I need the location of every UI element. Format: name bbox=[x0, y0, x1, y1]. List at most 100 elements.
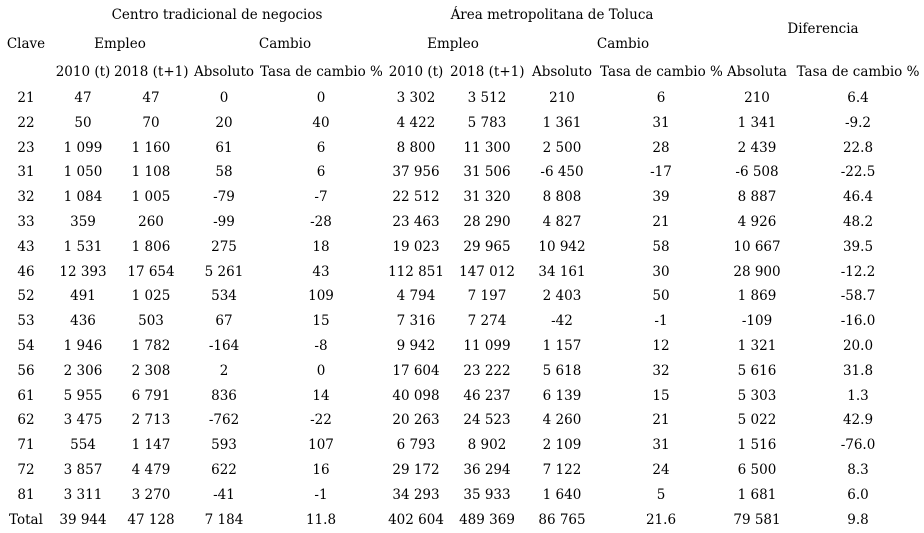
value-cell: 3 857 bbox=[63, 461, 103, 478]
value-cell: 0 bbox=[219, 90, 229, 106]
value-cell: 31 bbox=[652, 437, 670, 454]
column-header-amt-tasa: Tasa de cambio % bbox=[600, 63, 722, 80]
table-row: 61 5 955 6 791 836 14 40 098 46 237 6 139 15 5 30… bbox=[0, 384, 924, 409]
value-cell: 1 782 bbox=[131, 337, 171, 354]
value-cell: 5 303 bbox=[737, 387, 777, 404]
value-cell: 67 bbox=[215, 313, 233, 330]
value-cell: 79 581 bbox=[733, 511, 781, 528]
column-header-amt-absoluto: Absoluto bbox=[531, 63, 592, 80]
value-cell: 46.4 bbox=[842, 189, 874, 206]
value-cell: 112 851 bbox=[388, 263, 444, 280]
value-cell: 47 bbox=[74, 90, 92, 106]
value-cell: 58 bbox=[652, 238, 670, 255]
value-cell: 9.8 bbox=[847, 511, 869, 528]
value-cell: -42 bbox=[551, 313, 573, 330]
value-cell: 11.8 bbox=[305, 511, 337, 528]
clave-cell: 43 bbox=[17, 238, 35, 255]
value-cell: -6 508 bbox=[735, 164, 779, 181]
clave-column-header: Clave bbox=[6, 35, 46, 52]
value-cell: 402 604 bbox=[388, 511, 444, 528]
value-cell: 359 bbox=[70, 213, 96, 230]
value-cell: 61 bbox=[215, 139, 233, 156]
col-group-diferencia: Diferencia bbox=[787, 20, 859, 37]
value-cell: 210 bbox=[744, 90, 770, 106]
value-cell: 8 800 bbox=[396, 139, 436, 156]
value-cell: 2 500 bbox=[542, 139, 582, 156]
col-group-centro-tradicional: Centro tradicional de negocios bbox=[111, 7, 323, 23]
value-cell: 1 157 bbox=[542, 337, 582, 354]
value-cell: 2 308 bbox=[131, 362, 171, 379]
value-cell: 39 944 bbox=[59, 511, 107, 528]
value-cell: 21 bbox=[652, 213, 670, 230]
value-cell: 24 bbox=[652, 461, 670, 478]
value-cell: 2 109 bbox=[542, 437, 582, 454]
column-header-ctn-tasa: Tasa de cambio % bbox=[260, 63, 382, 80]
value-cell: 31.8 bbox=[842, 362, 874, 379]
value-cell: -1 bbox=[654, 313, 668, 330]
value-cell: 28 900 bbox=[733, 263, 781, 280]
value-cell: 31 bbox=[652, 114, 670, 131]
table-row: 43 1 531 1 806 275 18 19 023 29 965 10 942 58 10 … bbox=[0, 235, 924, 260]
value-cell: -164 bbox=[208, 337, 240, 354]
value-cell: 24 523 bbox=[463, 412, 511, 429]
table-row: 31 1 050 1 108 58 6 37 956 31 506 -6 450 -17 -6 5… bbox=[0, 160, 924, 185]
value-cell: 50 bbox=[74, 114, 92, 131]
value-cell: 7 122 bbox=[542, 461, 582, 478]
value-cell: 5 955 bbox=[63, 387, 103, 404]
column-header-ctn-2018: 2018 (t+1) bbox=[114, 63, 188, 80]
value-cell: 48.2 bbox=[842, 213, 874, 230]
clave-cell: 31 bbox=[17, 164, 35, 181]
value-cell: 503 bbox=[138, 313, 164, 330]
value-cell: 58 bbox=[215, 164, 233, 181]
table-row: 46 12 393 17 654 5 261 43 112 851 147 012 34 16… bbox=[0, 260, 924, 285]
value-cell: 7 197 bbox=[467, 288, 507, 305]
value-cell: 40 098 bbox=[392, 387, 440, 404]
table-row: 23 1 099 1 160 61 6 8 800 11 300 2 500 28 2 439 22… bbox=[0, 136, 924, 161]
value-cell: 3 475 bbox=[63, 412, 103, 429]
value-cell: 4 422 bbox=[396, 114, 436, 131]
table-row: 53 436 503 67 15 7 316 7 274 -42 -1 -109 -16.0 bbox=[0, 309, 924, 334]
value-cell: 260 bbox=[138, 213, 164, 230]
value-cell: 2 306 bbox=[63, 362, 103, 379]
value-cell: 1 531 bbox=[63, 238, 103, 255]
value-cell: 107 bbox=[308, 437, 334, 454]
value-cell: 20.0 bbox=[842, 337, 874, 354]
table-body: 21 47 47 0 0 3 302 3 512 210 6 210 6.4 22 50 70 20 40 4 … bbox=[0, 86, 924, 532]
value-cell: 2 713 bbox=[131, 412, 171, 429]
value-cell: -9.2 bbox=[844, 114, 872, 131]
table-row: 54 1 946 1 782 -164 -8 9 942 11 099 1 157 12 1 32… bbox=[0, 334, 924, 359]
value-cell: 4 794 bbox=[396, 288, 436, 305]
value-cell: -79 bbox=[213, 189, 235, 206]
clave-cell: 61 bbox=[17, 387, 35, 404]
value-cell: 0 bbox=[316, 362, 326, 379]
clave-cell: 71 bbox=[17, 437, 35, 454]
value-cell: 1 361 bbox=[542, 114, 582, 131]
value-cell: 1 946 bbox=[63, 337, 103, 354]
clave-cell: 22 bbox=[17, 114, 35, 131]
column-header-amt-2018: 2018 (t+1) bbox=[450, 63, 524, 80]
value-cell: 34 161 bbox=[538, 263, 586, 280]
value-cell: 9 942 bbox=[396, 337, 436, 354]
value-cell: 6 791 bbox=[131, 387, 171, 404]
value-cell: 8 808 bbox=[542, 189, 582, 206]
value-cell: -17 bbox=[650, 164, 672, 181]
value-cell: 554 bbox=[70, 437, 96, 454]
value-cell: 8.3 bbox=[847, 461, 869, 478]
clave-cell: 23 bbox=[17, 139, 35, 156]
value-cell: 6 500 bbox=[737, 461, 777, 478]
value-cell: 1 099 bbox=[63, 139, 103, 156]
value-cell: 2 bbox=[219, 362, 229, 379]
value-cell: 4 827 bbox=[542, 213, 582, 230]
value-cell: 15 bbox=[312, 313, 330, 330]
column-header-dif-absoluta: Absoluta bbox=[727, 63, 787, 80]
value-cell: 11 300 bbox=[463, 139, 511, 156]
value-cell: 275 bbox=[211, 238, 237, 255]
value-cell: 2 403 bbox=[542, 288, 582, 305]
value-cell: 6 bbox=[316, 164, 326, 181]
header-group-row: Centro tradicional de negocios Área metr… bbox=[0, 0, 924, 37]
value-cell: 1 050 bbox=[63, 164, 103, 181]
header-spacer bbox=[0, 57, 52, 86]
value-cell: 1 640 bbox=[542, 486, 582, 503]
table-row: 62 3 475 2 713 -762 -22 20 263 24 523 4 260 21 5 … bbox=[0, 408, 924, 433]
value-cell: 5 783 bbox=[467, 114, 507, 131]
